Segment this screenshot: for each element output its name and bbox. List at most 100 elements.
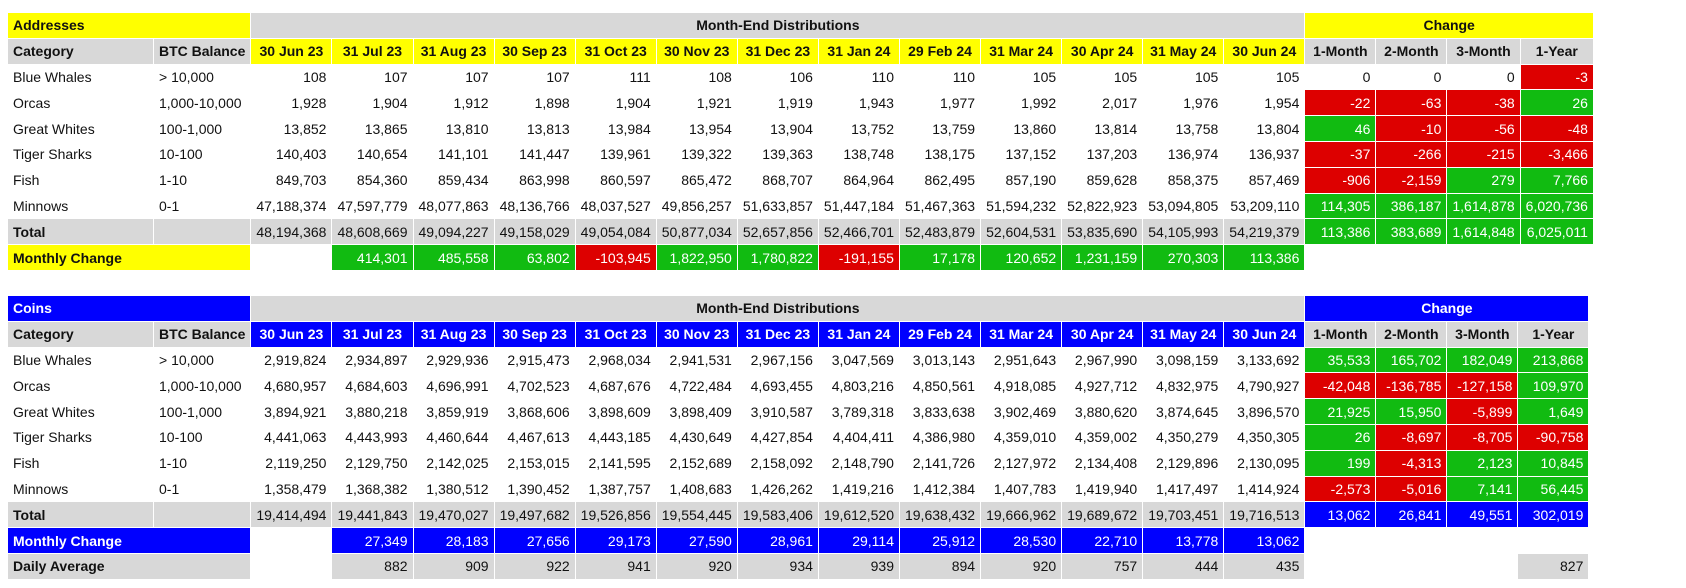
value-cell: 13,810 bbox=[412, 115, 495, 142]
value-cell: 862,495 bbox=[898, 166, 982, 194]
month-header: 30 Nov 23 bbox=[655, 320, 738, 348]
empty-cell bbox=[1446, 527, 1519, 554]
change-cell: 56,445 bbox=[1517, 475, 1590, 503]
value-cell: 108 bbox=[250, 63, 333, 91]
value-cell: 4,460,644 bbox=[412, 423, 495, 451]
value-cell: 52,822,923 bbox=[1061, 192, 1144, 220]
change-cell: -37 bbox=[1304, 140, 1377, 168]
value-cell: 4,790,927 bbox=[1223, 372, 1306, 400]
total-value: 19,716,513 bbox=[1223, 501, 1306, 529]
change-cell: -22 bbox=[1304, 89, 1377, 117]
change-cell: -3,466 bbox=[1519, 140, 1594, 168]
month-header: 30 Apr 24 bbox=[1061, 320, 1144, 348]
daily-average-value: 934 bbox=[736, 552, 819, 580]
total-value: 48,194,368 bbox=[250, 218, 333, 246]
total-value: 19,666,962 bbox=[980, 501, 1063, 529]
monthly-change-value: -103,945 bbox=[574, 244, 657, 271]
category-cell: Fish bbox=[7, 166, 154, 194]
value-cell: 2,130,095 bbox=[1223, 449, 1306, 477]
monthly-change-label: Monthly Change bbox=[6, 527, 252, 554]
month-header: 31 Jan 24 bbox=[817, 320, 900, 348]
change-cell: -127,158 bbox=[1446, 372, 1519, 400]
monthly-change-value: 29,173 bbox=[574, 527, 657, 554]
table-row: Orcas 1,000-10,000 1,928 1,904 1,912 1,898 1,9… bbox=[7, 89, 1594, 117]
addresses-monthly-change-row: Monthly Change 414,301 485,558 63,802 -103,9… bbox=[6, 244, 1594, 271]
change-cell: 199 bbox=[1304, 449, 1377, 477]
value-cell: 106 bbox=[736, 63, 819, 91]
table-row: Orcas 1,000-10,000 4,680,957 4,684,603 4,696… bbox=[7, 372, 1590, 400]
value-cell: 857,190 bbox=[980, 166, 1063, 194]
value-cell: 4,803,216 bbox=[817, 372, 900, 400]
balance-cell: 1,000-10,000 bbox=[152, 372, 252, 400]
empty-cell bbox=[1446, 244, 1521, 271]
category-cell: Blue Whales bbox=[7, 63, 154, 91]
daily-average-value: 922 bbox=[493, 552, 576, 580]
value-cell: 863,998 bbox=[493, 166, 576, 194]
empty-cell bbox=[1519, 244, 1594, 271]
value-cell: 137,152 bbox=[980, 140, 1063, 168]
value-cell: 868,707 bbox=[736, 166, 819, 194]
balance-cell: > 10,000 bbox=[152, 346, 252, 374]
value-cell: 857,469 bbox=[1223, 166, 1306, 194]
change-cell: 35,533 bbox=[1304, 346, 1377, 374]
total-value: 19,414,494 bbox=[250, 501, 333, 529]
value-cell: 13,865 bbox=[331, 115, 414, 142]
value-cell: 4,443,993 bbox=[331, 423, 414, 451]
value-cell: 4,443,185 bbox=[574, 423, 657, 451]
change-period-header: 2-Month bbox=[1375, 320, 1448, 348]
category-cell: Fish bbox=[7, 449, 154, 477]
value-cell: 111 bbox=[574, 63, 657, 91]
total-value: 50,877,034 bbox=[655, 218, 738, 246]
value-cell: 859,434 bbox=[412, 166, 495, 194]
value-cell: 3,902,469 bbox=[980, 398, 1063, 425]
change-cell: -3 bbox=[1519, 63, 1594, 91]
value-cell: 3,098,159 bbox=[1142, 346, 1225, 374]
daily-average-value: 941 bbox=[574, 552, 657, 580]
total-spacer bbox=[152, 218, 252, 246]
value-cell: 2,141,726 bbox=[898, 449, 982, 477]
value-cell: 2,129,750 bbox=[331, 449, 414, 477]
value-cell: 110 bbox=[817, 63, 900, 91]
month-header: 31 Oct 23 bbox=[574, 37, 657, 65]
monthly-change-value: 17,178 bbox=[898, 244, 982, 271]
monthly-change-label: Monthly Change bbox=[6, 244, 252, 271]
total-change: 113,386 bbox=[1304, 218, 1377, 246]
value-cell: 13,852 bbox=[250, 115, 333, 142]
change-period-header: 1-Month bbox=[1304, 37, 1377, 65]
value-cell: 107 bbox=[493, 63, 576, 91]
empty-cell bbox=[1375, 527, 1448, 554]
value-cell: 2,915,473 bbox=[493, 346, 576, 374]
month-header: 30 Jun 24 bbox=[1223, 37, 1306, 65]
change-cell: -90,758 bbox=[1517, 423, 1590, 451]
daily-average-value: 939 bbox=[817, 552, 900, 580]
value-cell: 47,597,779 bbox=[331, 192, 414, 220]
coins-daily-average-row: Daily Average 882 909 922 941 920 934 939 894 920… bbox=[6, 552, 1590, 580]
month-header: 31 Aug 23 bbox=[412, 320, 495, 348]
value-cell: 53,209,110 bbox=[1223, 192, 1306, 220]
empty-cell bbox=[1375, 244, 1448, 271]
value-cell: 1,426,262 bbox=[736, 475, 819, 503]
change-cell: -906 bbox=[1304, 166, 1377, 194]
change-cell: -42,048 bbox=[1304, 372, 1377, 400]
value-cell: 1,417,497 bbox=[1142, 475, 1225, 503]
value-cell: 4,467,613 bbox=[493, 423, 576, 451]
value-cell: 2,929,936 bbox=[412, 346, 495, 374]
value-cell: 48,077,863 bbox=[412, 192, 495, 220]
monthly-change-value: 27,349 bbox=[331, 527, 414, 554]
value-cell: 13,904 bbox=[736, 115, 819, 142]
table-row: Fish 1-10 849,703 854,360 859,434 863,998 860,… bbox=[7, 166, 1594, 194]
total-value: 52,466,701 bbox=[817, 218, 900, 246]
value-cell: 4,441,063 bbox=[250, 423, 333, 451]
value-cell: 1,358,479 bbox=[250, 475, 333, 503]
value-cell: 2,158,092 bbox=[736, 449, 819, 477]
value-cell: 13,759 bbox=[898, 115, 982, 142]
total-value: 19,583,406 bbox=[736, 501, 819, 529]
value-cell: 141,101 bbox=[412, 140, 495, 168]
value-cell: 4,696,991 bbox=[412, 372, 495, 400]
daily-average-value: 757 bbox=[1061, 552, 1144, 580]
empty-cell bbox=[1304, 527, 1377, 554]
addresses-total-row: Total 48,194,368 48,608,669 49,094,227 49,15… bbox=[7, 218, 1594, 246]
addresses-section-header: Month-End Distributions bbox=[250, 12, 1306, 39]
month-header: 29 Feb 24 bbox=[898, 320, 982, 348]
value-cell: 4,386,980 bbox=[898, 423, 982, 451]
